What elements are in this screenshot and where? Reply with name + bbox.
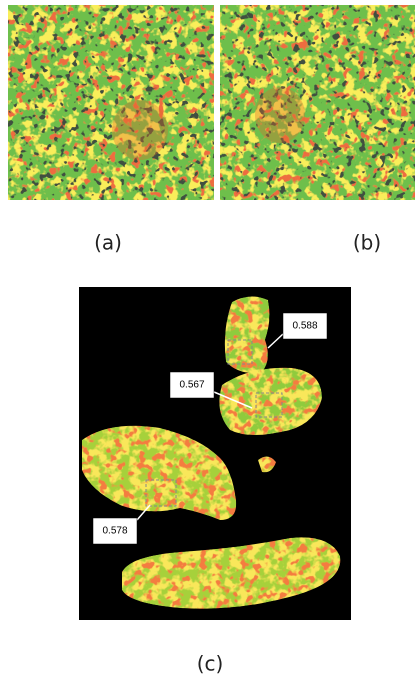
panel-b-image [220, 5, 415, 200]
annotation: 0.588 [292, 321, 317, 332]
annotation: 0.578 [102, 526, 127, 537]
panel-label: (b) [353, 231, 381, 255]
panel-a-image [8, 5, 214, 200]
panel-label: (a) [94, 231, 122, 255]
figure: (a) (b) 0.588 0.567 0.578 (c) [0, 0, 419, 678]
panel-label: (c) [197, 652, 224, 676]
annotation: 0.567 [179, 380, 204, 391]
panel-c-image [79, 287, 351, 620]
